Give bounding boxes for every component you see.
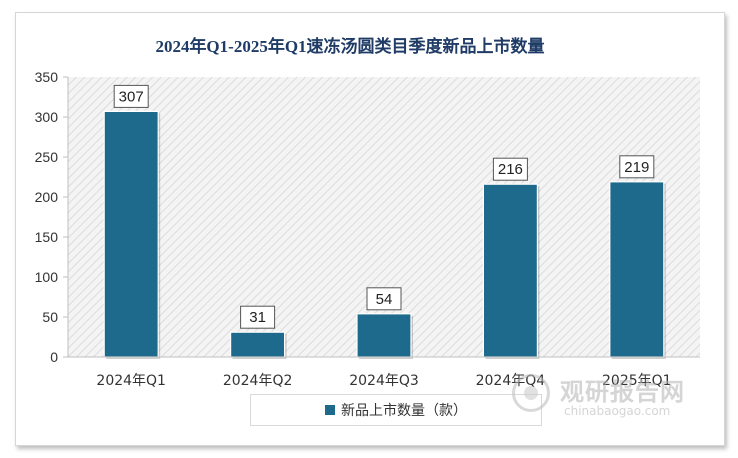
- chart-title: 2024年Q1-2025年Q1速冻汤圆类目季度新品上市数量: [155, 37, 545, 56]
- watermark-url: chinabaogao.com: [564, 404, 671, 418]
- y-tick-label: 0: [50, 349, 58, 365]
- data-label: 307: [119, 88, 144, 105]
- x-tick-label: 2025年Q1: [602, 373, 672, 389]
- bar: [103, 110, 159, 358]
- y-tick-label: 350: [35, 69, 59, 85]
- data-label: 54: [376, 291, 393, 308]
- bar: [482, 183, 538, 358]
- bar: [230, 331, 286, 358]
- data-label: 216: [498, 161, 523, 178]
- data-label-box: [366, 287, 402, 311]
- plot-area: [68, 77, 700, 357]
- data-label: 219: [624, 159, 649, 176]
- watermark-logo-icon: [512, 374, 550, 412]
- bars-layer: 307 31 54 216 219: [103, 84, 666, 360]
- bar: [609, 181, 665, 358]
- x-tick-label: 2024年Q2: [223, 373, 293, 389]
- y-tick-label: 200: [35, 189, 59, 205]
- watermark: 观研报告网 chinabaogao.com: [512, 368, 712, 428]
- legend-label: 新品上市数量（款）: [341, 403, 467, 419]
- data-label-box: [492, 157, 528, 181]
- y-tick-label: 100: [35, 269, 59, 285]
- y-tick-label: 150: [35, 229, 59, 245]
- y-tick-label: 250: [35, 149, 59, 165]
- y-tick-label: 50: [42, 309, 58, 325]
- x-tick-label: 2024年Q1: [96, 373, 166, 389]
- bar: [356, 313, 412, 358]
- y-axis: 0 50 100 150 200 250 300 350: [35, 69, 69, 365]
- x-tick-label: 2024年Q3: [349, 373, 419, 389]
- data-label-box: [113, 84, 149, 108]
- watermark-name: 观研报告网: [560, 378, 685, 406]
- data-label-box: [619, 155, 655, 179]
- legend-swatch: [325, 405, 335, 415]
- data-label-box: [240, 305, 276, 329]
- x-axis: 2024年Q1 2024年Q2 2024年Q3 2024年Q4 2025年Q1: [68, 356, 700, 389]
- data-label: 31: [249, 309, 266, 326]
- y-tick-label: 300: [35, 109, 59, 125]
- legend: 新品上市数量（款）: [250, 394, 542, 426]
